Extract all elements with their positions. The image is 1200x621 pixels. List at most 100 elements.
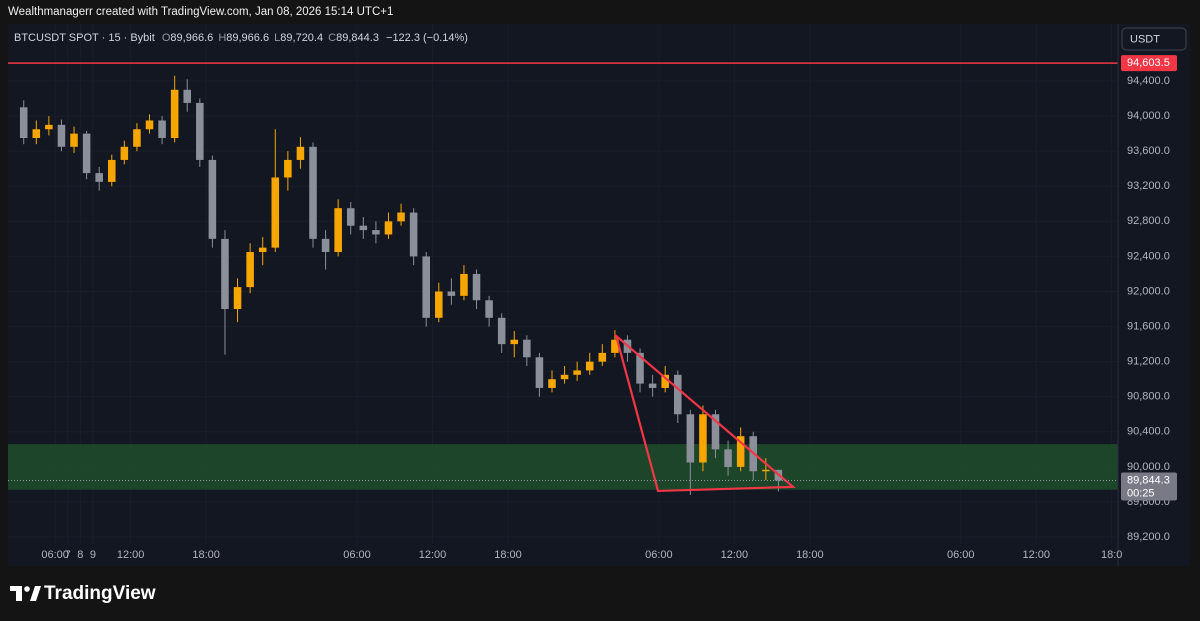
x-tick-label: 18:0 <box>1101 549 1122 561</box>
y-tick-label: 94,000.0 <box>1127 110 1170 122</box>
y-tick-label: 90,000.0 <box>1127 461 1170 473</box>
candle-body <box>736 436 745 467</box>
candle-body <box>246 252 254 288</box>
candle-body <box>57 124 66 147</box>
candle-body <box>334 208 342 253</box>
candle-body <box>359 225 368 231</box>
candle-body <box>485 300 493 318</box>
plot <box>8 24 1118 544</box>
candle-body <box>523 339 531 358</box>
ohlc-key: L <box>274 32 280 44</box>
brand: TradingView <box>44 583 156 604</box>
candle-body <box>120 146 129 160</box>
candle-body <box>271 177 280 248</box>
y-tick-label: 94,400.0 <box>1127 75 1170 87</box>
countdown: 00:25 <box>1127 487 1155 499</box>
candle-body <box>661 374 669 388</box>
price-label: 94,603.5 <box>1127 57 1170 69</box>
candle-body <box>296 146 305 160</box>
change: −122.3 (−0.14%) <box>386 32 468 44</box>
brand-logo <box>10 586 41 601</box>
x-tick-label: 18:00 <box>192 549 220 561</box>
x-tick-label: 18:00 <box>494 549 522 561</box>
x-tick-label: 06:00 <box>947 549 975 561</box>
candle-body <box>309 146 317 239</box>
symbol-legend: BTCUSDT SPOT · 15 · Bybit O89,966.6 H89,… <box>14 32 468 44</box>
y-tick-label: 90,400.0 <box>1127 426 1170 438</box>
last-price-label: 89,844.3 <box>1127 474 1170 486</box>
candle-body <box>711 414 720 450</box>
candle-body <box>95 173 103 182</box>
y-tick-label: 90,800.0 <box>1127 391 1170 403</box>
last-price-box <box>1121 472 1177 501</box>
x-tick-label: 7 <box>65 549 71 561</box>
x-tick-label: 12:00 <box>721 549 749 561</box>
currency-button[interactable] <box>1121 27 1187 51</box>
candle-body <box>183 89 192 103</box>
x-tick-label: 8 <box>77 549 83 561</box>
candle-body <box>435 291 443 318</box>
candle-body <box>170 89 179 139</box>
candle-body <box>107 159 116 182</box>
candle-body <box>196 102 204 160</box>
candle-body <box>346 208 355 226</box>
currency[interactable]: USDT <box>1130 33 1160 45</box>
candle-body <box>397 212 405 222</box>
candle-body <box>598 352 607 362</box>
candle-body <box>70 133 78 147</box>
y-tick-label: 92,800.0 <box>1127 215 1170 227</box>
candle-body <box>699 414 707 463</box>
logo-part <box>24 586 30 592</box>
y-tick-label: 92,400.0 <box>1127 250 1170 262</box>
x-tick-label: 12:00 <box>1022 549 1050 561</box>
candle-body <box>422 256 430 318</box>
candle-body <box>133 129 141 147</box>
triangle-pattern <box>614 332 796 493</box>
x-tick-label: 06:00 <box>41 549 69 561</box>
candle-body <box>221 238 229 310</box>
candle-body <box>648 383 657 388</box>
candle-body <box>548 379 556 388</box>
x-tick-label: 12:00 <box>117 549 145 561</box>
candle-body <box>208 159 217 239</box>
candle-body <box>497 317 506 345</box>
candle-body <box>258 247 267 253</box>
ohlc-value: 89,966.6 <box>226 32 269 44</box>
candle-body <box>535 357 544 388</box>
candle-body <box>45 124 53 130</box>
candle-body <box>724 449 732 467</box>
price-label-box <box>1121 55 1177 72</box>
candle-body <box>233 287 242 310</box>
ohlc-key: O <box>162 32 171 44</box>
candle-body <box>19 107 28 139</box>
x-tick-label: 18:00 <box>796 549 824 561</box>
ohlc-key: C <box>328 32 336 44</box>
y-tick-label: 92,000.0 <box>1127 285 1170 297</box>
candle-body <box>409 212 418 257</box>
logo-part <box>16 586 22 601</box>
x-tick-label: 06:00 <box>645 549 673 561</box>
candle-body <box>510 339 519 345</box>
support-zone <box>8 444 1118 490</box>
candle-body <box>686 414 695 463</box>
y-tick-label: 93,600.0 <box>1127 145 1170 157</box>
candle-body <box>447 291 456 296</box>
candle-body <box>636 352 644 384</box>
ohlc-value: 89,844.3 <box>336 32 379 44</box>
candle-body <box>585 361 594 371</box>
header: Wealthmanagerr created with TradingView.… <box>8 6 393 18</box>
x-tick-label: 06:00 <box>343 549 371 561</box>
candle-body <box>372 230 380 235</box>
candle-body <box>560 374 569 380</box>
logo-part <box>30 586 41 601</box>
ohlc-key: H <box>218 32 226 44</box>
candle-body <box>674 374 682 415</box>
candle-body <box>284 159 292 178</box>
y-tick-label: 89,200.0 <box>1127 531 1170 543</box>
x-tick-label: 9 <box>90 549 96 561</box>
ohlc-value: 89,720.4 <box>280 32 323 44</box>
candle-body <box>384 221 393 235</box>
candle-body <box>762 469 770 472</box>
y-tick-label: 91,600.0 <box>1127 320 1170 332</box>
candle-body <box>611 339 619 353</box>
